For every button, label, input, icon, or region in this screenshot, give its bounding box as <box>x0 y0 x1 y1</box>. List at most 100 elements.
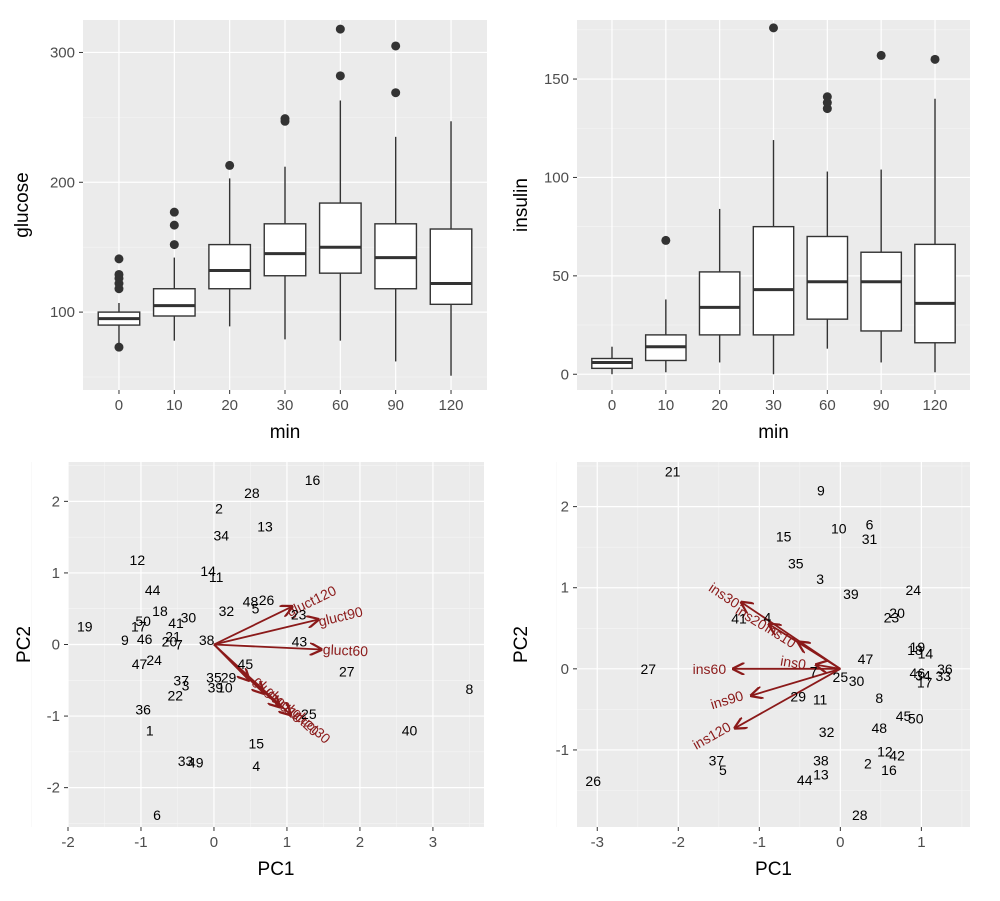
x-tick-label: 10 <box>657 397 674 414</box>
box-body <box>152 288 196 317</box>
x-tick-label: -1 <box>753 834 766 851</box>
observation-label: 44 <box>797 772 813 788</box>
x-tick-label: 0 <box>608 397 616 414</box>
outlier-point <box>822 92 832 102</box>
observation-label: 21 <box>665 464 681 480</box>
observation-label: 4 <box>764 610 772 626</box>
outlier-point <box>169 220 179 230</box>
observation-label: 15 <box>249 735 265 751</box>
box-0 <box>97 254 141 352</box>
x-tick-label: 3 <box>429 834 437 851</box>
observation-label: 5 <box>719 762 727 778</box>
x-tick-label: 20 <box>711 397 728 414</box>
observation-label: 49 <box>188 755 204 771</box>
box-body <box>318 202 362 274</box>
observation-label: 38 <box>199 632 215 648</box>
observation-label: 14 <box>200 563 216 579</box>
observation-label: 19 <box>77 619 93 635</box>
observation-label: 46 <box>137 631 153 647</box>
observation-label: 25 <box>301 706 317 722</box>
box-10 <box>152 207 196 341</box>
x-tick-label: 120 <box>922 397 947 414</box>
box-body <box>752 225 795 336</box>
loading-arrow <box>213 643 249 681</box>
y-tick-label: 50 <box>552 268 569 285</box>
observation-label: 32 <box>219 603 235 619</box>
loading-arrow <box>213 607 292 646</box>
observation-label: 6 <box>866 516 874 532</box>
observation-label: 20 <box>162 634 178 650</box>
observation-label: 50 <box>135 613 151 629</box>
y-tick-label: -1 <box>556 742 569 759</box>
box-0 <box>591 346 633 375</box>
panel-4: -3 -2 -1 0 1-1012PC1PC2ins30ins20ins10ins0in… <box>511 462 970 880</box>
observation-label: 26 <box>585 773 601 789</box>
x-tick-label: 0 <box>836 834 844 851</box>
observation-label: 16 <box>305 472 321 488</box>
outlier-point <box>169 207 179 217</box>
box-body <box>860 251 903 332</box>
observation-label: 2 <box>864 756 872 772</box>
box-body <box>698 271 741 336</box>
y-tick-label: 200 <box>50 174 75 191</box>
x-tick-label: -2 <box>672 834 685 851</box>
x-tick-label: 10 <box>166 397 183 414</box>
box-body <box>263 223 307 277</box>
observation-label: 31 <box>862 531 878 547</box>
observation-label: 6 <box>153 807 161 823</box>
observation-label: 28 <box>244 485 260 501</box>
observation-label: 29 <box>221 669 237 685</box>
x-tick-label: 2 <box>356 834 364 851</box>
x-tick-label: 1 <box>283 834 291 851</box>
observation-label: 4 <box>252 758 260 774</box>
observation-label: 46 <box>910 665 926 681</box>
observation-label: 39 <box>843 586 859 602</box>
x-tick-label: 20 <box>221 397 238 414</box>
observation-label: 1 <box>146 722 154 738</box>
observation-label: 37 <box>173 672 189 688</box>
outlier-point <box>769 23 778 33</box>
observation-label: 22 <box>167 687 183 703</box>
observation-label: 11 <box>209 569 224 585</box>
x-axis-title: PC1 <box>755 859 792 880</box>
observation-label: 7 <box>810 663 818 679</box>
observation-label: 12 <box>877 744 893 760</box>
outlier-point <box>335 71 345 81</box>
observation-label: 13 <box>257 518 273 534</box>
box-body <box>914 243 956 344</box>
observation-label: 24 <box>905 582 921 598</box>
box-120 <box>429 121 473 376</box>
x-tick-label: 0 <box>210 834 218 851</box>
observation-label: 38 <box>813 752 829 768</box>
observation-label: 17 <box>131 619 147 635</box>
observation-label: 47 <box>132 656 148 672</box>
outlier-point <box>169 240 179 250</box>
y-tick-label: 100 <box>50 304 75 321</box>
y-axis-title: PC2 <box>511 626 532 663</box>
x-tick-label: -2 <box>61 834 74 851</box>
y-tick-label: 0 <box>52 637 60 654</box>
y-tick-label: 150 <box>544 71 569 88</box>
observation-label: 18 <box>152 603 168 619</box>
box-30 <box>263 114 307 340</box>
box-90 <box>860 50 903 363</box>
x-tick-label: 90 <box>387 397 404 414</box>
box-20 <box>698 208 741 363</box>
box-body <box>429 228 473 306</box>
observation-label: 10 <box>831 521 847 537</box>
box-120 <box>914 54 956 373</box>
loading-arrow <box>735 668 841 728</box>
x-tick-label: 120 <box>439 397 464 414</box>
y-tick-label: 0 <box>561 661 569 678</box>
outlier-point <box>391 41 401 51</box>
observation-label: 3 <box>182 677 190 693</box>
loading-arrow <box>798 642 841 670</box>
y-tick-label: 2 <box>52 493 60 510</box>
observation-label: 37 <box>709 752 725 768</box>
observation-label: 17 <box>917 675 933 691</box>
observation-label: 18 <box>907 642 923 658</box>
y-tick-label: 1 <box>561 580 569 597</box>
box-60 <box>806 92 849 349</box>
observation-label: 13 <box>813 766 829 782</box>
